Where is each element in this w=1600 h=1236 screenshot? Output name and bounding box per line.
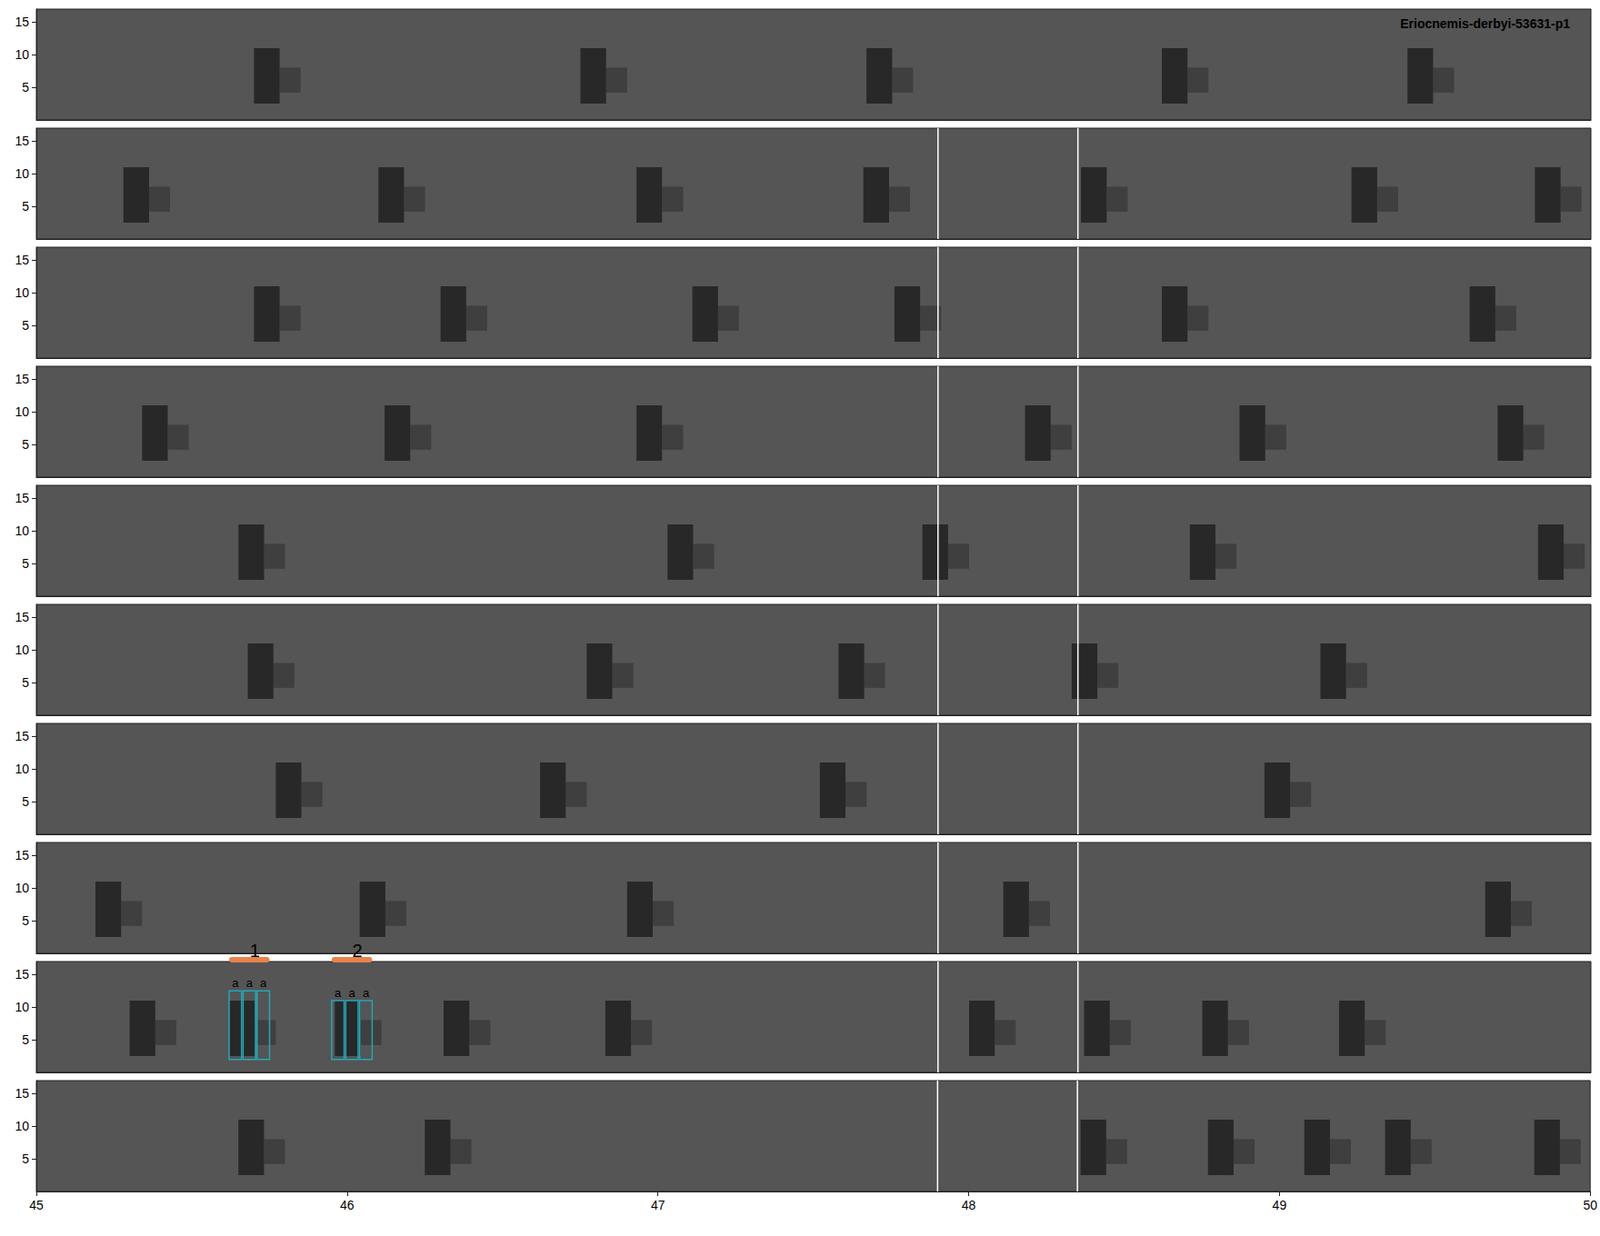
svg-text:a: a bbox=[362, 986, 370, 1000]
svg-text:Eriocnemis-derbyi-53631-p1: Eriocnemis-derbyi-53631-p1 bbox=[1400, 16, 1570, 31]
svg-text:10: 10 bbox=[14, 285, 30, 300]
svg-text:5: 5 bbox=[21, 318, 30, 333]
svg-text:a: a bbox=[231, 976, 240, 990]
svg-text:5: 5 bbox=[21, 80, 30, 95]
svg-text:46: 46 bbox=[340, 1198, 355, 1213]
svg-text:49: 49 bbox=[1272, 1198, 1288, 1213]
svg-text:15: 15 bbox=[14, 610, 30, 625]
svg-text:5: 5 bbox=[21, 1032, 30, 1048]
svg-text:10: 10 bbox=[14, 404, 30, 420]
svg-text:10: 10 bbox=[14, 642, 30, 658]
svg-text:10: 10 bbox=[14, 1119, 30, 1134]
svg-text:48: 48 bbox=[961, 1198, 977, 1213]
svg-text:5: 5 bbox=[21, 437, 30, 452]
svg-text:a: a bbox=[260, 976, 268, 990]
svg-text:47: 47 bbox=[650, 1198, 666, 1213]
svg-text:a: a bbox=[334, 986, 342, 1000]
svg-text:50: 50 bbox=[1582, 1198, 1598, 1213]
svg-text:5: 5 bbox=[21, 675, 30, 690]
svg-text:15: 15 bbox=[14, 967, 30, 982]
svg-text:10: 10 bbox=[14, 761, 30, 777]
svg-text:10: 10 bbox=[14, 1000, 30, 1015]
svg-text:15: 15 bbox=[14, 14, 30, 30]
svg-text:2: 2 bbox=[352, 940, 363, 961]
svg-text:10: 10 bbox=[14, 47, 30, 62]
svg-text:15: 15 bbox=[14, 371, 30, 387]
svg-text:10: 10 bbox=[14, 166, 30, 181]
svg-text:5: 5 bbox=[21, 199, 30, 214]
svg-text:5: 5 bbox=[21, 913, 30, 929]
svg-text:a: a bbox=[246, 976, 254, 990]
svg-text:15: 15 bbox=[14, 1086, 30, 1101]
svg-text:1: 1 bbox=[250, 940, 260, 961]
svg-text:15: 15 bbox=[14, 133, 30, 149]
svg-text:10: 10 bbox=[14, 880, 30, 896]
svg-text:15: 15 bbox=[14, 729, 30, 744]
svg-text:15: 15 bbox=[14, 252, 30, 268]
svg-text:15: 15 bbox=[14, 848, 30, 863]
svg-text:5: 5 bbox=[21, 556, 30, 571]
svg-text:a: a bbox=[349, 986, 357, 1000]
svg-text:5: 5 bbox=[21, 794, 30, 810]
svg-text:45: 45 bbox=[29, 1198, 44, 1213]
svg-text:5: 5 bbox=[21, 1151, 30, 1167]
svg-text:15: 15 bbox=[14, 490, 30, 506]
svg-text:10: 10 bbox=[14, 523, 30, 539]
